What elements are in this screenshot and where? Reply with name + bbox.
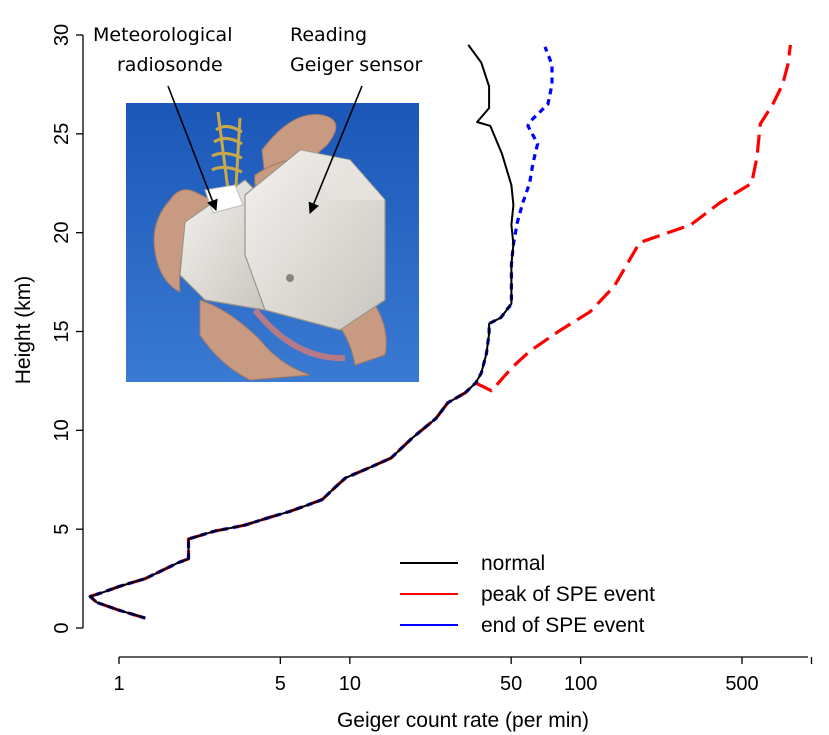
x-tick-label: 5 xyxy=(275,673,286,695)
annotation-radiosonde-line2: radiosonde xyxy=(117,54,223,76)
series-line-normal xyxy=(89,44,515,620)
x-tick-label: 500 xyxy=(725,673,758,695)
ribbon-cable xyxy=(252,308,346,362)
radiosonde-arrow xyxy=(167,85,218,212)
x-tick-label: 100 xyxy=(564,673,597,695)
annotation-geiger-line1: Reading xyxy=(290,24,367,46)
x-tick-label: 50 xyxy=(500,673,522,695)
y-tick-label: 10 xyxy=(51,419,73,441)
annotation-radiosonde: Meteorological radiosonde xyxy=(93,24,239,76)
annotation-radiosonde-line1: Meteorological xyxy=(93,24,232,46)
legend: normal peak of SPE event end of SPE even… xyxy=(400,552,655,637)
series-layer xyxy=(88,44,792,620)
x-axis-title: Geiger count rate (per min) xyxy=(337,709,589,732)
geiger-sensor-box xyxy=(244,149,386,331)
y-ticks: 0 5 10 15 20 25 30 xyxy=(51,24,83,634)
y-tick-label: 25 xyxy=(51,123,73,145)
y-tick-label: 30 xyxy=(51,24,73,46)
x-tick-label: 10 xyxy=(339,673,361,695)
legend-label-end: end of SPE event xyxy=(481,614,645,637)
legend-label-normal: normal xyxy=(481,552,545,575)
x-ticks: 1 5 10 50 100 500 xyxy=(113,657,813,695)
annotation-geiger-line2: Geiger sensor xyxy=(290,54,422,76)
inset-photo xyxy=(126,85,419,382)
y-tick-label: 20 xyxy=(51,222,73,244)
y-axis-title: Height (km) xyxy=(12,276,35,385)
x-tick-label: 1 xyxy=(113,673,124,695)
antenna-illustration xyxy=(211,111,243,191)
y-tick-label: 15 xyxy=(51,320,73,342)
y-tick-label: 5 xyxy=(51,524,73,535)
y-tick-label: 0 xyxy=(51,622,73,633)
geiger-sensor-arrow xyxy=(308,85,363,215)
annotation-geiger: Reading Geiger sensor xyxy=(290,24,422,76)
legend-label-peak: peak of SPE event xyxy=(481,583,655,606)
